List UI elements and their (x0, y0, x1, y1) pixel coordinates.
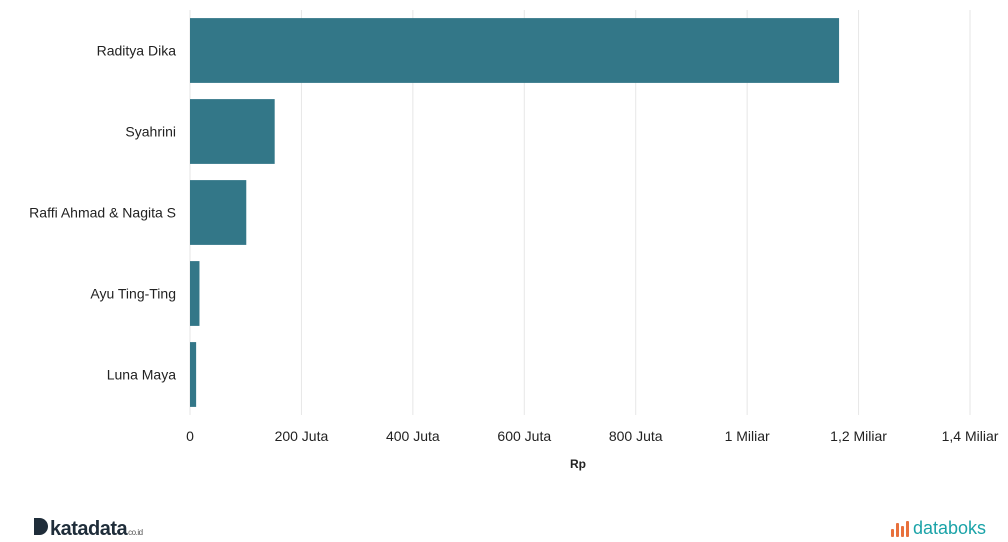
databoks-name: databoks (912, 518, 986, 538)
y-tick-label: Raditya Dika (97, 43, 177, 59)
x-tick-label: 200 Juta (275, 428, 329, 444)
x-axis-label: Rp (570, 457, 586, 471)
x-tick-label: 600 Juta (497, 428, 551, 444)
bars (190, 18, 840, 407)
databoks-bars-icon (890, 520, 909, 537)
x-tick-label: 800 Juta (609, 428, 663, 444)
x-tick-label: 400 Juta (386, 428, 440, 444)
bar (190, 18, 840, 83)
x-tick-label: 1,2 Miliar (830, 428, 887, 444)
x-tick-label: 1 Miliar (725, 428, 770, 444)
bar (190, 99, 275, 164)
bar-chart: Raditya Dika Syahrini Raffi Ahmad & Nagita… (29, 10, 999, 471)
x-tick-label: 1,4 Miliar (942, 428, 999, 444)
katadata-d-icon (34, 518, 48, 535)
x-tick-labels: 0 200 Juta 400 Juta 600 Juta 800 Juta 1 Milia… (186, 428, 999, 444)
katadata-name: katadata (50, 518, 128, 540)
katadata-logo: katadata co.id (34, 518, 143, 541)
y-tick-labels: Raditya Dika Syahrini Raffi Ahmad & Nagita… (29, 43, 176, 383)
x-tick-label: 0 (186, 428, 194, 444)
databoks-logo: databoks (890, 518, 986, 539)
bar (190, 180, 247, 245)
bar (190, 261, 200, 326)
y-tick-label: Luna Maya (107, 367, 176, 383)
y-tick-label: Ayu Ting-Ting (90, 286, 176, 302)
bar (190, 342, 197, 407)
y-tick-label: Raffi Ahmad & Nagita S (29, 205, 176, 221)
y-tick-label: Syahrini (125, 124, 176, 140)
katadata-suffix: co.id (128, 528, 143, 537)
